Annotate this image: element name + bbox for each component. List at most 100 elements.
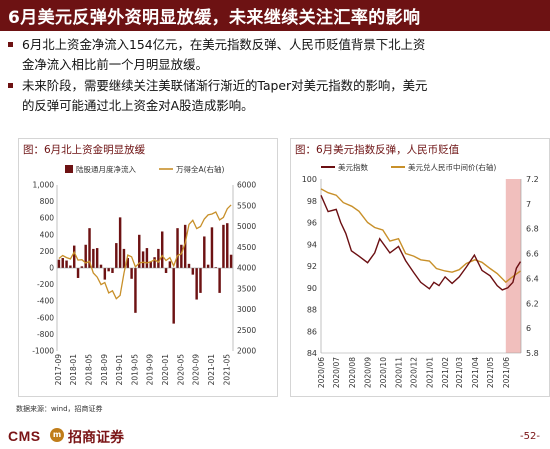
bar	[118, 217, 122, 268]
chart-panel-left: 图：6月北上资金明显放缓 陆股通月度净流入 万得全A(右轴) 1,000 800 600…	[18, 138, 278, 397]
y-tick-left: 1,000	[33, 181, 55, 190]
paragraph-1-line-1: 6月北上资金净流入154亿元，在美元指数反弹、人民币贬值背景下北上资	[22, 37, 426, 52]
y-tick-right: 4500	[237, 243, 256, 252]
x-tick: 2020-01	[161, 354, 170, 386]
bar	[126, 258, 130, 268]
y-tick-right: 7.2	[526, 175, 539, 184]
y-tick-left: 0	[49, 264, 54, 273]
bar	[145, 248, 149, 268]
x-tick: 2021/04	[471, 357, 480, 388]
x-tick: 2020/08	[348, 357, 357, 388]
x-tick: 2020-05	[176, 354, 185, 386]
x-tick: 2019-05	[130, 354, 139, 386]
chart-right: 美元指数 美元兑人民币中间价(右轴) 100 98 96 94 92 90 88 86 84 7.2 7…	[302, 162, 539, 388]
bar	[183, 224, 187, 268]
bar	[226, 223, 229, 268]
legend-label-bar: 陆股通月度净流入	[76, 164, 136, 174]
bar	[80, 266, 84, 268]
bar	[153, 257, 156, 268]
bar	[111, 268, 114, 273]
bar	[134, 268, 137, 313]
y-tick-left: 90	[307, 284, 317, 293]
bar	[88, 228, 91, 268]
y-tick-right: 4000	[237, 264, 256, 273]
bar	[72, 245, 76, 268]
chart-panel-right: 图：6月美元指数反弹，人民币贬值 美元指数 美元兑人民币中间价(右轴) 100 98 9…	[290, 138, 550, 397]
y-tick-left: 600	[40, 214, 55, 223]
x-tick: 2019-09	[146, 354, 155, 386]
x-tick: 2021/01	[425, 357, 434, 388]
y-tick-right: 5500	[237, 201, 256, 210]
page-title: 6月美元反弹外资明显放缓，未来继续关注汇率的影响	[8, 8, 421, 28]
bar	[141, 251, 145, 268]
bar	[168, 261, 172, 268]
y-tick-right: 2000	[237, 347, 256, 356]
x-tick: 2021/05	[486, 357, 495, 388]
x-tick: 2020-09	[192, 354, 201, 386]
bar	[160, 231, 164, 268]
bar	[76, 268, 80, 278]
paragraph-1: 6月北上资金净流入154亿元，在美元指数反弹、人民币贬值背景下北上资 金净流入相…	[22, 35, 425, 75]
y-tick-left: 100	[302, 175, 317, 184]
bar	[191, 268, 195, 275]
y-tick-left: -200	[37, 280, 54, 289]
bar	[92, 248, 95, 268]
y-tick-left: 94	[307, 240, 317, 249]
logo-mark-icon: m	[50, 428, 64, 442]
line-series	[58, 204, 232, 300]
bar	[95, 248, 99, 268]
logo-cms-text: CMS	[8, 428, 41, 444]
legend-label-cny: 美元兑人民币中间价(右轴)	[408, 162, 496, 172]
page-number: -52-	[520, 431, 540, 442]
y-tick-left: 86	[307, 327, 317, 336]
x-tick: 2017-09	[54, 354, 63, 386]
bar	[229, 254, 233, 268]
chart-title-left: 图：6月北上资金明显放缓	[23, 144, 146, 156]
bar	[195, 268, 198, 300]
bar	[187, 263, 191, 268]
bar	[157, 248, 160, 268]
x-tick: 2021-05	[222, 354, 231, 386]
y-tick-left: 84	[307, 349, 317, 358]
bar	[57, 259, 61, 268]
bar	[122, 248, 126, 268]
bar	[138, 234, 141, 268]
y-tick-left: -400	[37, 297, 54, 306]
bar	[222, 224, 225, 268]
x-tick: 2020/12	[410, 357, 419, 388]
bar	[84, 244, 87, 268]
bar	[107, 268, 110, 272]
x-tick: 2020/06	[317, 357, 326, 388]
y-tick-right: 6.6	[526, 250, 539, 259]
bar	[218, 268, 221, 293]
y-tick-left: -800	[37, 330, 54, 339]
y-tick-left: 92	[307, 262, 317, 271]
y-tick-left: 88	[307, 306, 317, 315]
paragraph-2-line-2: 的反弹可能通过北上资金对A股造成影响。	[22, 98, 254, 113]
y-tick-right: 5000	[237, 222, 256, 231]
x-tick: 2020/07	[332, 357, 341, 388]
bar	[115, 243, 118, 268]
bar	[65, 260, 68, 268]
y-tick-right: 2500	[237, 326, 256, 335]
data-source: 数据来源：wind，招商证券	[16, 405, 103, 413]
legend-swatch-bar	[65, 165, 73, 173]
y-tick-left: 800	[40, 197, 55, 206]
bar	[103, 268, 107, 280]
x-tick: 2020/11	[394, 357, 403, 388]
y-tick-right: 7	[526, 200, 531, 209]
bar	[149, 261, 152, 268]
x-tick: 2021/03	[455, 357, 464, 388]
y-tick-left: 96	[307, 219, 317, 228]
bar	[180, 244, 183, 268]
x-tick: 2018-09	[100, 354, 109, 386]
x-tick: 2021-01	[207, 354, 216, 386]
shaded-period	[505, 179, 521, 353]
bar	[130, 268, 133, 279]
x-tick: 2021/02	[441, 357, 450, 388]
bar	[176, 228, 179, 268]
bar	[69, 265, 72, 268]
x-tick: 2021/06	[502, 357, 511, 388]
x-tick: 2018-05	[85, 354, 94, 386]
y-tick-left: 200	[40, 247, 55, 256]
